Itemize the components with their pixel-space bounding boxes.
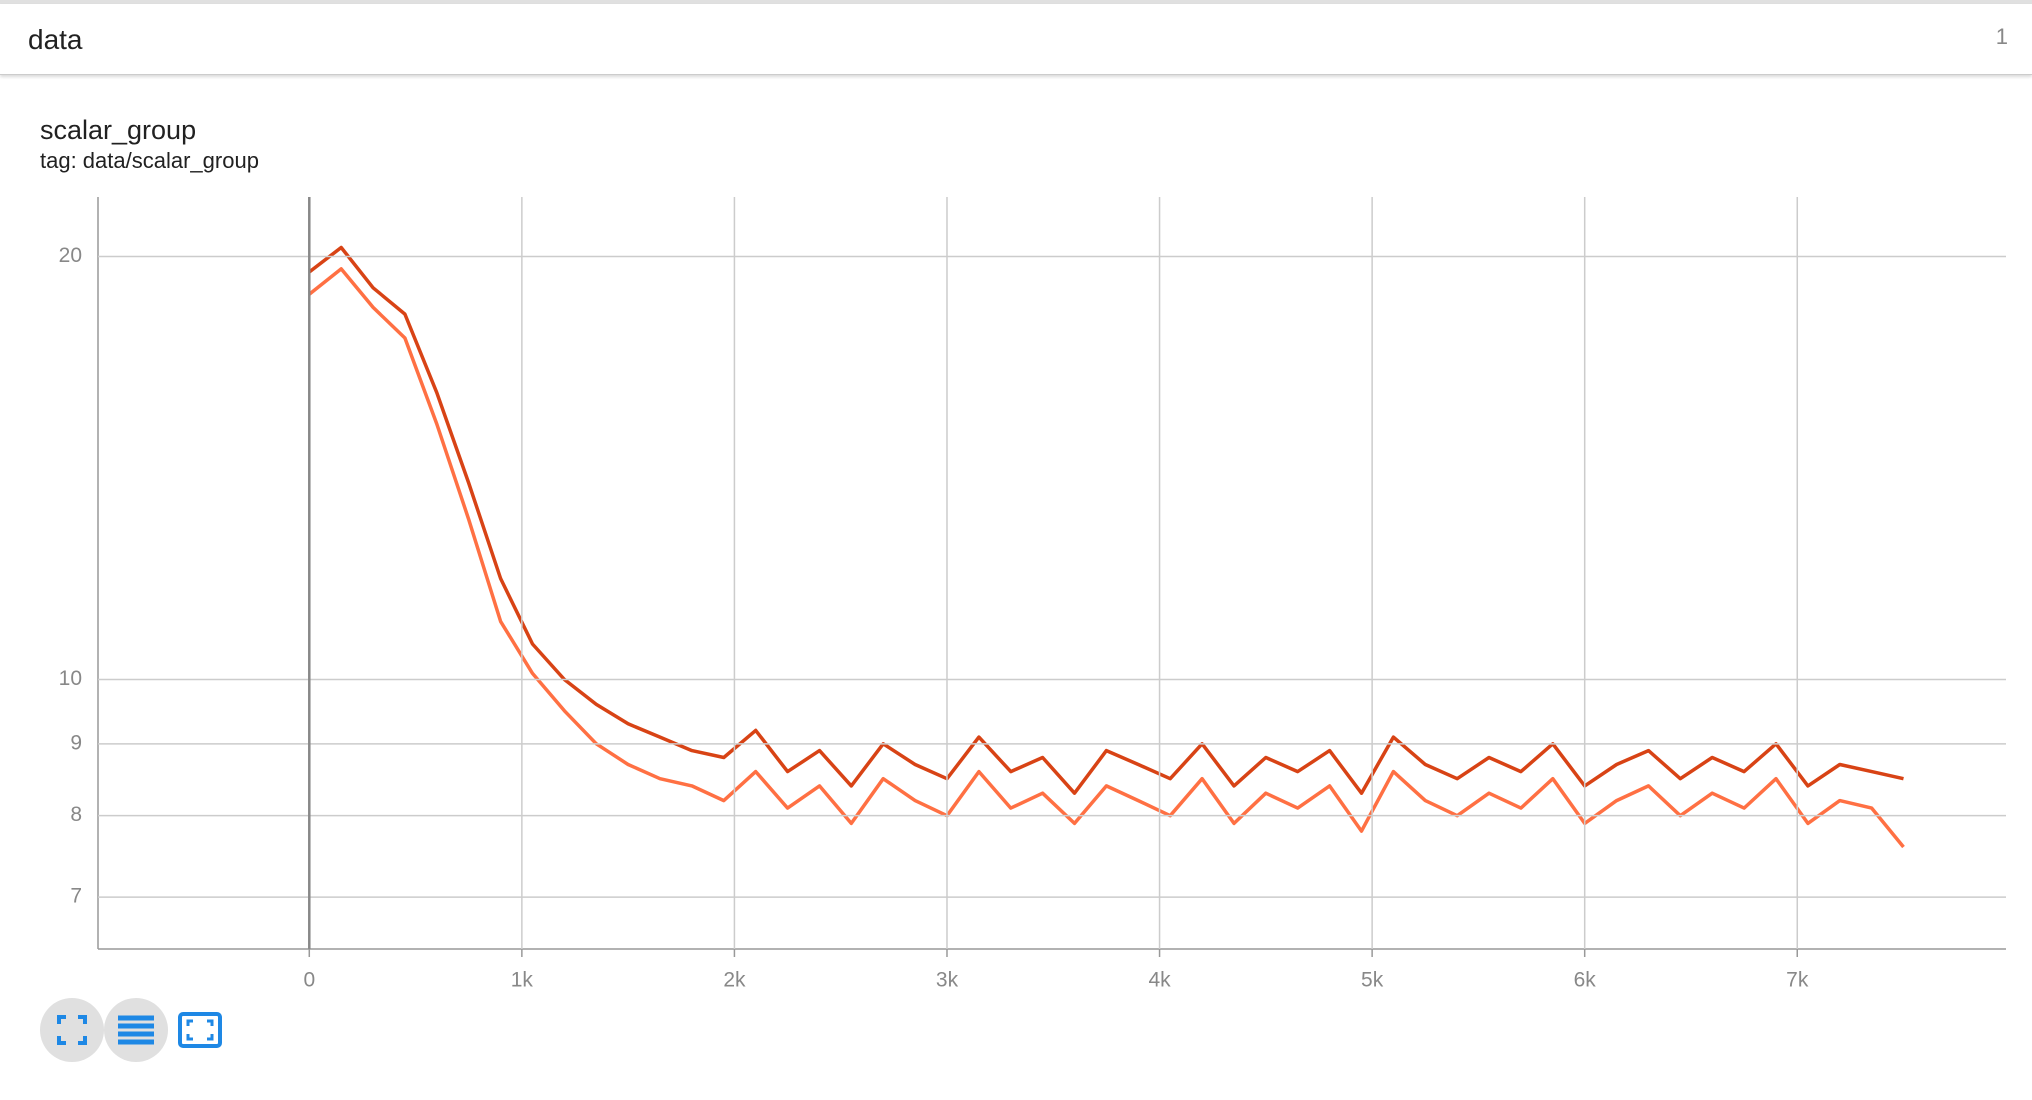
top-bar	[0, 0, 2032, 4]
toggle-log-button[interactable]	[104, 998, 168, 1062]
x-tick-label: 0	[303, 969, 315, 990]
series-line	[308, 267, 1905, 849]
y-tick-label: 9	[70, 731, 82, 754]
fit-icon	[178, 1012, 222, 1048]
list-icon	[118, 1015, 154, 1045]
header-title: data	[28, 24, 83, 55]
plot-area	[308, 245, 1905, 849]
x-tick-label: 5k	[1361, 969, 1384, 990]
y-tick-label: 7	[70, 885, 82, 908]
x-tick-label: 4k	[1148, 969, 1171, 990]
y-tick-label: 10	[59, 667, 82, 690]
y-tick-label: 8	[70, 803, 82, 826]
x-tick-label: 6k	[1574, 969, 1597, 990]
header: data 1	[0, 4, 2032, 75]
x-tick-label: 1k	[511, 969, 534, 990]
chart: scalar_group tag: data/scalar_group 7 8 9 1…	[40, 115, 2006, 990]
expand-icon	[57, 1015, 87, 1045]
x-tick-label: 3k	[936, 969, 959, 990]
x-tick-label: 7k	[1786, 969, 1809, 990]
header-count: 1	[1995, 24, 2008, 49]
expand-button[interactable]	[40, 998, 104, 1062]
series-line	[308, 245, 1904, 795]
chart-subtitle: tag: data/scalar_group	[40, 148, 259, 173]
y-tick-label: 20	[59, 244, 82, 267]
fit-button[interactable]	[168, 998, 232, 1062]
chart-title: scalar_group	[40, 115, 196, 145]
x-tick-label: 2k	[723, 969, 746, 990]
